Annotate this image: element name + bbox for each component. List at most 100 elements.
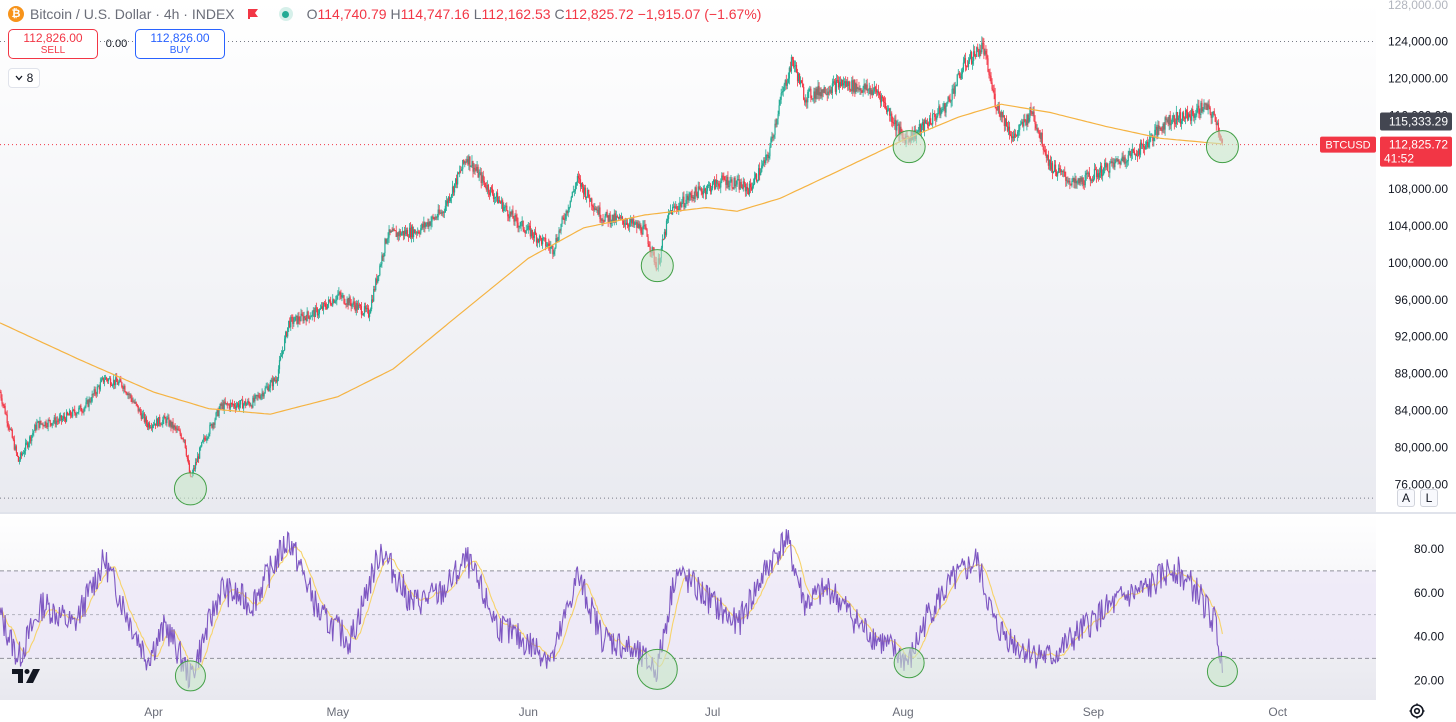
candle-body [218,409,220,417]
candle-body [206,437,208,441]
candle-body [300,313,302,321]
candle-body [340,294,342,298]
candle-body [75,413,77,416]
market-status-icon[interactable] [278,7,293,21]
settings-gear-icon[interactable] [1408,702,1426,720]
candle-body [1205,103,1207,105]
candle-body [2,403,4,405]
buy-button[interactable]: 112,826.00 BUY [135,29,225,59]
candle-body [248,401,250,404]
rsi-low-highlight-circle [1206,656,1238,688]
log-scale-button[interactable]: L [1420,489,1438,507]
candle-body [295,315,297,317]
candle-body [484,182,486,188]
candle-body [409,227,412,238]
indicators-toggle-button[interactable]: 8 [8,68,40,88]
candle-body [108,378,111,380]
candle-body [389,229,391,233]
candle-body [278,360,281,370]
candle-body [386,239,388,244]
candle-body [564,219,566,220]
price-low-highlight-circle [892,130,926,164]
candle-body [898,124,900,136]
candle-body [604,216,606,222]
candle-body [575,182,578,186]
tradingview-logo-icon[interactable] [12,666,42,686]
candle-body [526,229,528,231]
candle-body [1123,157,1125,162]
candle-body [777,114,779,119]
candle-body [302,315,304,321]
candle-body [1134,153,1137,155]
candle-body [163,416,165,420]
candle-body [543,237,545,239]
candle-body [1142,144,1145,148]
candle-body [417,231,419,234]
candle-body [734,177,736,187]
auto-scale-button[interactable]: A [1397,489,1415,507]
candle-body [291,317,293,318]
candle-body [647,236,649,245]
candle-body [270,379,272,383]
candle-body [721,175,723,182]
candle-body [932,114,934,125]
candle-body [433,217,435,220]
candle-body [1125,162,1127,164]
candle-body [809,88,811,90]
candle-body [201,442,203,447]
candle-body [429,221,431,226]
candle-body [245,401,247,406]
candle-body [1207,104,1209,111]
candle-body [1003,115,1005,126]
candle-body [233,404,236,407]
candle-body [1193,113,1195,118]
candle-body [499,200,501,202]
candle-body [652,247,654,252]
candle-body [973,51,975,61]
candle-body [835,80,838,92]
candle-body [632,219,634,224]
candle-body [13,439,15,450]
candle-body [8,426,10,430]
candle-body [59,415,62,418]
candle-body [712,179,715,183]
candle-body [797,73,800,82]
candle-body [43,425,45,427]
candle-body [1005,118,1008,127]
candle-body [1036,128,1038,130]
candle-body [629,222,631,227]
candle-body [155,423,157,426]
candle-body [724,179,726,181]
ohlc-open-value: 114,740.79 [317,6,387,22]
candle-body [1173,115,1175,124]
candle-body [505,205,507,207]
chevron-down-icon [15,75,23,81]
candle-body [853,79,855,92]
candle-body [827,91,829,95]
candle-body [852,80,854,92]
sell-button[interactable]: 112,826.00 SELL [8,29,98,59]
candle-body [26,442,28,444]
candle-body [740,181,742,188]
candle-body [939,106,941,116]
candle-body [1114,159,1116,168]
candle-body [1098,172,1101,178]
candle-body [391,231,393,232]
candle-body [313,310,315,318]
flag-icon[interactable] [247,8,259,20]
pane-separator[interactable] [0,512,1456,514]
candle-body [1200,102,1202,115]
candle-body [345,304,347,306]
candle-body [327,304,329,309]
candle-body [1056,172,1059,177]
candle-body [408,227,411,238]
candle-body [986,53,988,59]
symbol-title[interactable]: Bitcoin / U.S. Dollar · 4h · INDEX [30,6,235,22]
indicators-count: 8 [26,71,34,85]
candle-body [50,423,52,426]
candle-body [774,123,776,135]
candle-body [33,430,35,433]
candle-body [358,304,360,306]
candle-body [115,377,117,386]
